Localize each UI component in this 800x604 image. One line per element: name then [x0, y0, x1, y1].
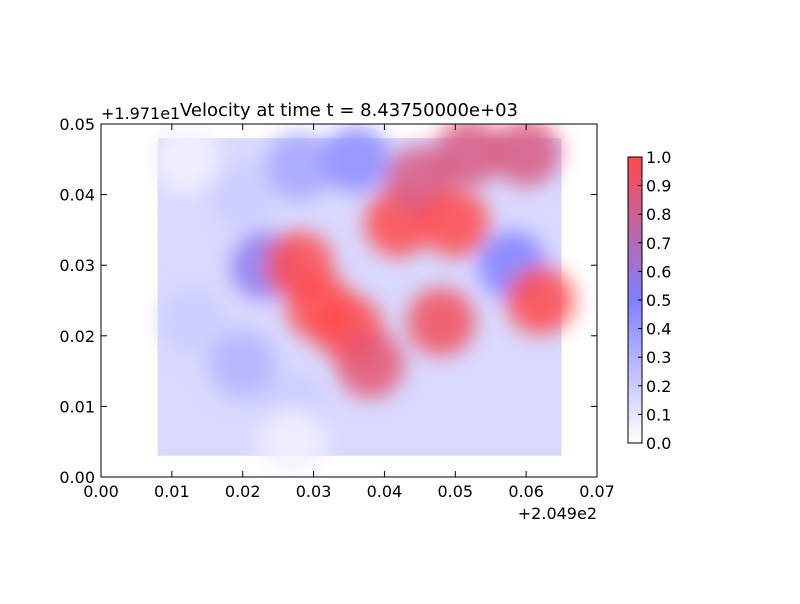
field-sample-glow	[421, 188, 490, 257]
chart-title: Velocity at time t = 8.43750000e+03	[180, 100, 518, 121]
x-tick-label: 0.00	[83, 482, 119, 501]
x-tick-label: 0.03	[296, 482, 332, 501]
x-axis: 0.00 0.01 0.02 0.03 0.04 0.05 0.06 0.07	[83, 124, 615, 501]
x-tick-label: 0.06	[508, 482, 544, 501]
y-offset-label: +1.971e1	[101, 104, 180, 123]
x-tick-label: 0.02	[225, 482, 261, 501]
colorbar-tick-label: 0.6	[646, 262, 671, 281]
field-sample-glow	[159, 287, 228, 356]
velocity-field	[152, 124, 575, 476]
field-sample-glow	[208, 160, 277, 229]
y-tick-label: 0.04	[59, 186, 95, 205]
field-sample-glow	[492, 124, 561, 187]
colorbar: 0.0 0.1 0.2 0.3 0.4 0.5 0.6 0.7 0.8 0.9 1.0	[627, 148, 671, 453]
x-tick-label: 0.05	[437, 482, 473, 501]
field-blur	[152, 124, 575, 476]
colorbar-tick-label: 1.0	[646, 148, 671, 167]
x-tick-label: 0.01	[154, 482, 190, 501]
field-sample-glow	[407, 287, 476, 356]
y-tick-label: 0.00	[59, 468, 95, 487]
colorbar-tick-label: 0.4	[646, 320, 671, 339]
colorbar-tick-label: 0.3	[646, 348, 671, 367]
colorbar-tick-label: 0.0	[646, 434, 671, 453]
field-sample-glow	[506, 266, 575, 335]
field-sample-glow	[258, 407, 327, 476]
y-tick-label: 0.02	[59, 327, 95, 346]
y-tick-label: 0.01	[59, 397, 95, 416]
field-sample-glow	[208, 330, 277, 399]
x-tick-label: 0.04	[367, 482, 403, 501]
colorbar-tick-label: 0.1	[646, 405, 671, 424]
colorbar-tick-label: 0.7	[646, 234, 671, 253]
colorbar-tick-label: 0.9	[646, 177, 671, 196]
field-sample-glow	[435, 124, 504, 187]
x-offset-label: +2.049e2	[518, 504, 597, 523]
field-sample-glow	[322, 125, 391, 194]
x-tick-label: 0.07	[579, 482, 615, 501]
field-sample-glow	[152, 125, 221, 194]
colorbar-tick-label: 0.2	[646, 377, 671, 396]
plot-area	[100, 123, 598, 478]
field-sample-glow	[265, 132, 334, 201]
colorbar-tick-label: 0.5	[646, 291, 671, 310]
colorbar-ticks: 0.0 0.1 0.2 0.3 0.4 0.5 0.6 0.7 0.8 0.9 1.0	[638, 148, 671, 453]
plot-frame	[100, 123, 598, 478]
y-axis: 0.00 0.01 0.02 0.03 0.04 0.05	[59, 115, 597, 487]
y-tick-label: 0.03	[59, 256, 95, 275]
field-sample-glow	[336, 330, 405, 399]
colorbar-tick-label: 0.8	[646, 205, 671, 224]
y-tick-label: 0.05	[59, 115, 95, 134]
